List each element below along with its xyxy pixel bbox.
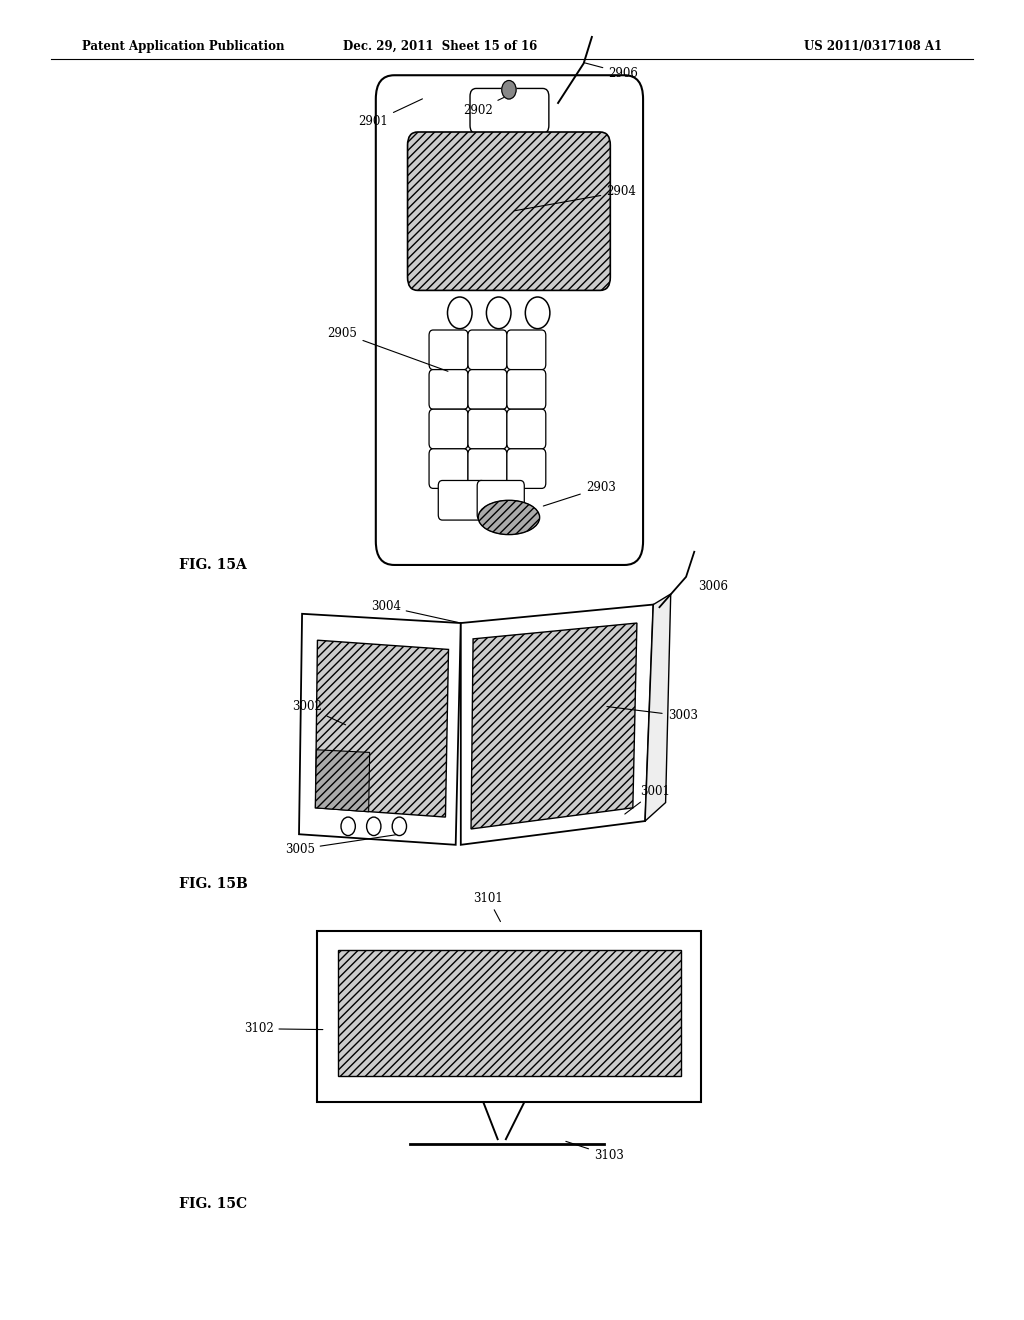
Polygon shape xyxy=(315,750,370,812)
Text: 2906: 2906 xyxy=(585,63,638,79)
Bar xyxy=(338,950,681,1076)
Text: 3005: 3005 xyxy=(285,834,396,855)
Text: 3002: 3002 xyxy=(292,700,346,725)
FancyBboxPatch shape xyxy=(429,370,468,409)
Polygon shape xyxy=(315,640,449,817)
FancyBboxPatch shape xyxy=(429,409,468,449)
Bar xyxy=(338,950,681,1076)
Polygon shape xyxy=(645,594,671,821)
Bar xyxy=(317,931,701,1102)
Text: 3004: 3004 xyxy=(371,599,458,623)
FancyBboxPatch shape xyxy=(470,88,549,133)
FancyBboxPatch shape xyxy=(376,75,643,565)
Polygon shape xyxy=(471,623,637,829)
FancyBboxPatch shape xyxy=(438,480,485,520)
Polygon shape xyxy=(299,614,461,845)
Text: FIG. 15A: FIG. 15A xyxy=(179,558,247,572)
FancyBboxPatch shape xyxy=(468,409,507,449)
Text: 2905: 2905 xyxy=(328,326,447,371)
Text: 3006: 3006 xyxy=(698,579,728,593)
Text: 3102: 3102 xyxy=(244,1022,323,1035)
Text: 2902: 2902 xyxy=(463,96,507,116)
FancyBboxPatch shape xyxy=(477,480,524,520)
Text: 3003: 3003 xyxy=(607,706,697,722)
Text: 2901: 2901 xyxy=(358,99,423,128)
Text: 3001: 3001 xyxy=(625,784,670,814)
FancyBboxPatch shape xyxy=(507,330,546,370)
Text: 3103: 3103 xyxy=(566,1142,624,1162)
Text: FIG. 15B: FIG. 15B xyxy=(179,878,248,891)
Text: FIG. 15C: FIG. 15C xyxy=(179,1197,248,1210)
Text: US 2011/0317108 A1: US 2011/0317108 A1 xyxy=(804,40,942,53)
Circle shape xyxy=(502,81,516,99)
Text: 2903: 2903 xyxy=(544,480,615,506)
Text: Dec. 29, 2011  Sheet 15 of 16: Dec. 29, 2011 Sheet 15 of 16 xyxy=(343,40,538,53)
Polygon shape xyxy=(461,605,653,845)
FancyBboxPatch shape xyxy=(507,449,546,488)
FancyBboxPatch shape xyxy=(507,370,546,409)
FancyBboxPatch shape xyxy=(468,330,507,370)
Text: Patent Application Publication: Patent Application Publication xyxy=(82,40,285,53)
FancyBboxPatch shape xyxy=(408,132,610,290)
FancyBboxPatch shape xyxy=(468,449,507,488)
FancyBboxPatch shape xyxy=(507,409,546,449)
FancyBboxPatch shape xyxy=(429,449,468,488)
Text: 2904: 2904 xyxy=(515,185,636,211)
FancyBboxPatch shape xyxy=(468,370,507,409)
Text: 3101: 3101 xyxy=(473,891,503,921)
Ellipse shape xyxy=(478,500,540,535)
FancyBboxPatch shape xyxy=(429,330,468,370)
